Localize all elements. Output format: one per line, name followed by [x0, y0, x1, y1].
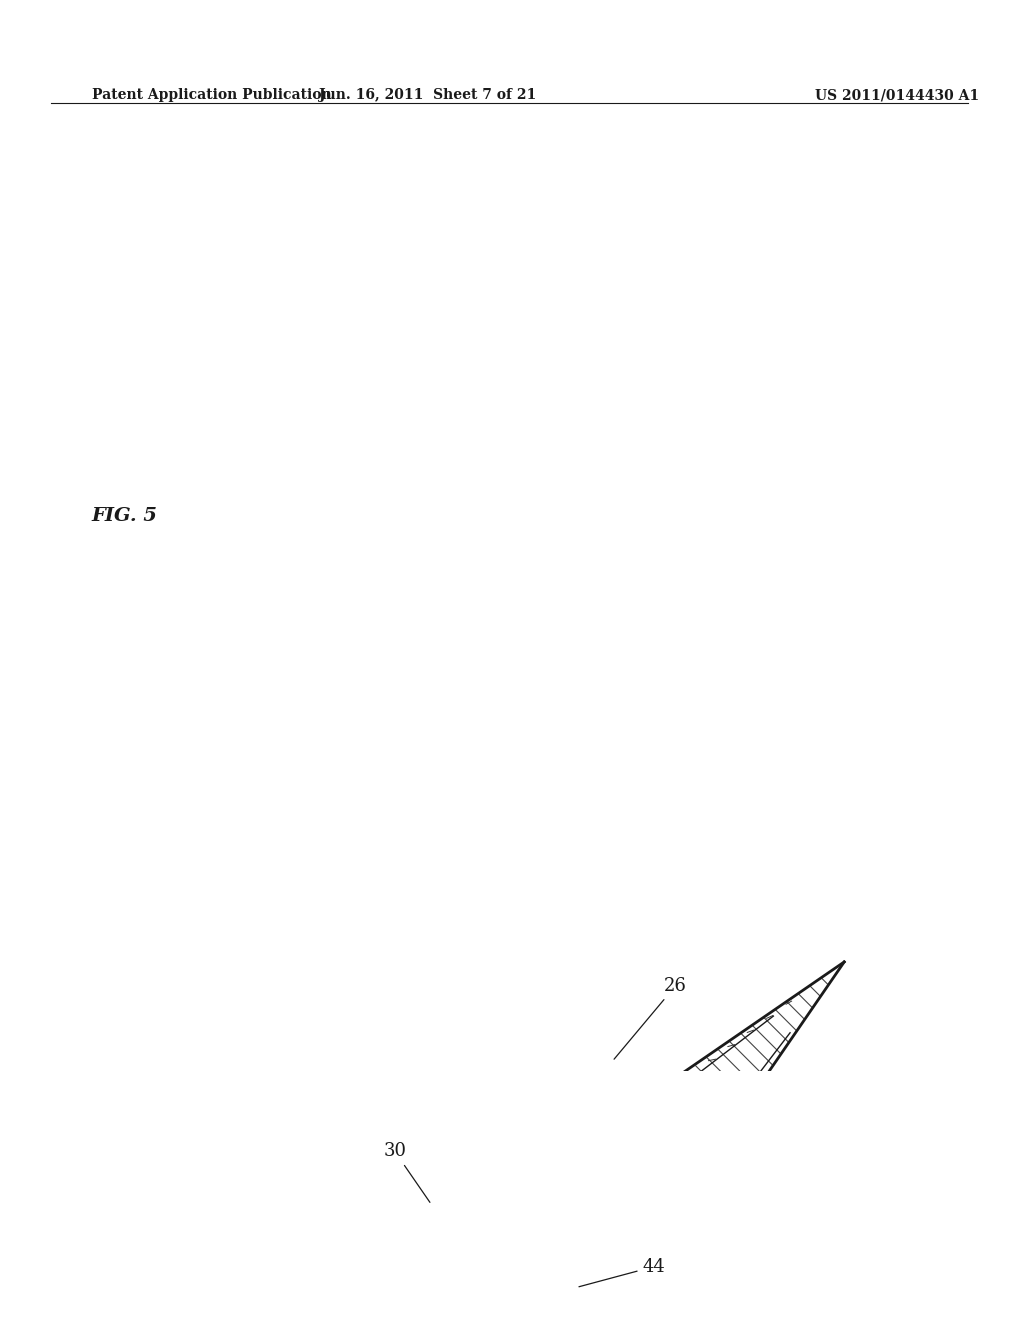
- Text: Patent Application Publication: Patent Application Publication: [92, 88, 332, 102]
- Text: FIG. 5: FIG. 5: [92, 507, 158, 525]
- Text: 44: 44: [579, 1258, 666, 1287]
- Text: 26: 26: [614, 977, 687, 1059]
- Text: US 2011/0144430 A1: US 2011/0144430 A1: [815, 88, 979, 102]
- Text: 30: 30: [383, 1142, 430, 1203]
- Text: Jun. 16, 2011  Sheet 7 of 21: Jun. 16, 2011 Sheet 7 of 21: [319, 88, 537, 102]
